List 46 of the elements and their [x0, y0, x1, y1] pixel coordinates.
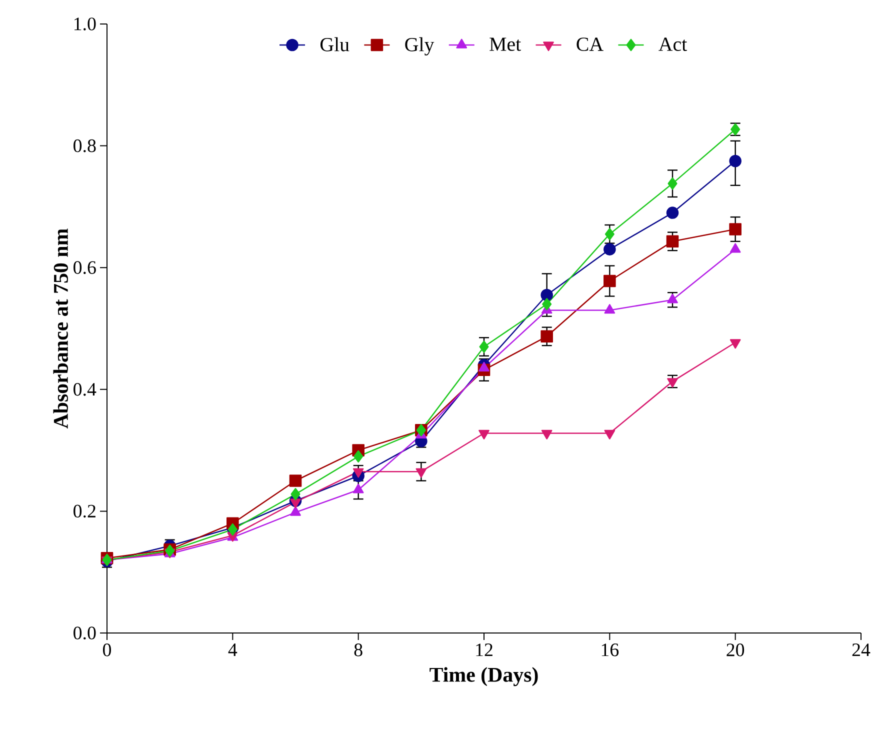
y-axis-title: Absorbance at 750 nm	[53, 228, 68, 429]
point	[541, 430, 552, 440]
point	[352, 468, 364, 478]
point	[290, 498, 301, 508]
point	[729, 223, 742, 236]
point	[667, 294, 678, 304]
point	[666, 206, 679, 219]
point	[479, 340, 489, 353]
x-tick-label: 4	[228, 644, 238, 656]
legend-label: Met	[490, 38, 521, 51]
point	[604, 304, 616, 314]
point	[354, 450, 364, 463]
x-tick-label: 24	[852, 644, 870, 656]
point	[540, 288, 553, 302]
point	[542, 298, 552, 310]
y-tick-label: 0.6	[74, 261, 96, 274]
point	[604, 228, 614, 240]
point	[478, 430, 490, 440]
point	[729, 154, 742, 168]
y-tick-label: 0.0	[74, 626, 96, 640]
point	[604, 243, 616, 256]
x-tick-label: 12	[476, 644, 492, 656]
point	[604, 274, 616, 288]
legend-label: Act	[658, 38, 688, 51]
x-tick-label: 8	[354, 644, 362, 656]
legend-label: Gly	[405, 37, 434, 56]
point	[416, 468, 427, 478]
point	[540, 330, 553, 343]
point	[730, 243, 741, 253]
y-tick-label: 1.0	[74, 18, 96, 30]
x-tick-label: 20	[726, 644, 744, 656]
x-tick-label: 16	[602, 644, 619, 656]
point	[604, 430, 616, 440]
y-tick-label: 0.2	[74, 504, 96, 518]
legend-label: CA	[576, 38, 604, 52]
x-axis-title: Time (Days)	[430, 667, 538, 686]
point	[666, 235, 679, 248]
y-tick-label: 0.8	[74, 139, 96, 152]
point	[352, 484, 364, 494]
x-tick-label: 0	[102, 644, 111, 656]
y-tick-label: 0.4	[74, 382, 96, 396]
point	[668, 177, 678, 190]
point	[290, 488, 300, 500]
point	[289, 474, 302, 487]
point	[290, 506, 301, 516]
legend-label: Glu	[320, 37, 350, 52]
